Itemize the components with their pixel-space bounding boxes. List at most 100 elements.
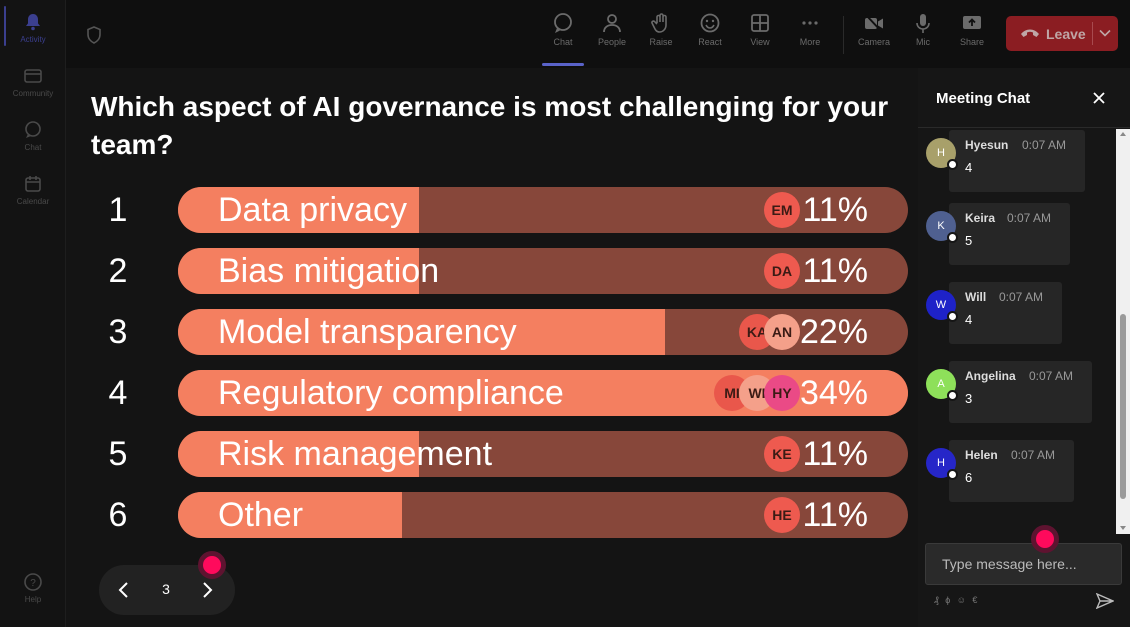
message-text: 4 <box>965 160 973 175</box>
help-icon: ? <box>24 573 42 591</box>
share-label: Share <box>959 37 985 47</box>
scroll-down-arrow-icon[interactable] <box>1120 526 1126 530</box>
more-button[interactable]: More <box>790 12 830 47</box>
chevron-right-icon[interactable] <box>197 580 217 600</box>
presence-dot <box>947 390 958 401</box>
page-number: 3 <box>162 581 170 597</box>
left-rail: Activity Community Chat Calendar ? Help <box>0 0 66 627</box>
rail-item-chat[interactable]: Chat <box>0 120 66 152</box>
option-bar-fill <box>178 492 403 538</box>
message-bubble: Will 0:07 AM 4 <box>949 282 1062 344</box>
message-text: 6 <box>965 470 973 485</box>
grid-icon <box>751 14 769 32</box>
chat-icon <box>25 121 41 138</box>
option-percent: 11% <box>802 496 868 534</box>
message-time: 0:07 AM <box>1007 211 1052 225</box>
mic-label: Mic <box>916 37 930 47</box>
option-number: 5 <box>108 435 128 473</box>
message-text: 3 <box>965 391 973 406</box>
option-percent: 11% <box>802 252 868 290</box>
pointer-cursor <box>198 551 226 579</box>
option-bar: Data privacy 11% EM <box>178 187 908 233</box>
message-bubble: Helen 0:07 AM 6 <box>949 440 1074 502</box>
chat-header: Meeting Chat <box>918 68 1130 128</box>
share-button[interactable]: Share <box>952 12 992 47</box>
option-label: Data privacy <box>218 191 407 229</box>
meeting-chat-panel: Meeting Chat Hyesun 0:07 AM 4 H Keira 0:07 AM… <box>918 68 1130 627</box>
view-button[interactable]: View <box>740 12 780 47</box>
voter-avatar: HE <box>764 497 800 533</box>
chevron-down-icon[interactable] <box>1099 28 1111 38</box>
more-icon <box>802 21 818 25</box>
react-button[interactable]: React <box>690 12 730 47</box>
option-bar: Risk management 11% KE <box>178 431 908 477</box>
chat-label: Chat <box>553 37 573 47</box>
camera-button[interactable]: Camera <box>854 12 894 47</box>
rail-item-activity[interactable]: Activity <box>0 6 66 46</box>
poll-option-row: 6 Other 11% HE <box>66 492 918 538</box>
shield-icon[interactable] <box>86 26 102 44</box>
raise-hand-button[interactable]: Raise <box>641 12 681 47</box>
send-icon[interactable] <box>1096 593 1114 609</box>
message-time: 0:07 AM <box>1029 369 1074 383</box>
rail-item-community[interactable]: Community <box>0 66 66 98</box>
close-icon[interactable] <box>1092 91 1106 105</box>
people-button[interactable]: People <box>592 12 632 47</box>
option-label: Model transparency <box>218 313 517 351</box>
presence-dot <box>947 232 958 243</box>
mic-icon <box>916 14 930 33</box>
option-percent: 11% <box>802 435 868 473</box>
mic-button[interactable]: Mic <box>903 12 943 47</box>
sender-name: Will <box>965 290 987 304</box>
camera-icon <box>865 14 883 33</box>
option-number: 3 <box>108 313 128 351</box>
hand-icon <box>651 13 667 33</box>
voter-avatar: DA <box>764 253 800 289</box>
option-bar-fill <box>178 248 419 294</box>
scroll-up-arrow-icon[interactable] <box>1120 132 1126 136</box>
calendar-icon <box>25 176 41 192</box>
pointer-cursor <box>1031 525 1059 553</box>
message-time: 0:07 AM <box>999 290 1044 304</box>
option-label: Bias mitigation <box>218 252 440 290</box>
chat-message-input[interactable] <box>925 543 1122 585</box>
message-time: 0:07 AM <box>1022 138 1067 152</box>
chevron-left-icon[interactable] <box>114 580 134 600</box>
presence-dot <box>947 159 958 170</box>
rail-item-help[interactable]: ? Help <box>0 572 66 604</box>
poll-option-row: 4 Regulatory compliance 34% MI WI HY <box>66 370 918 416</box>
poll-stage: Which aspect of AI governance is most ch… <box>66 68 918 627</box>
voter-avatar: EM <box>764 192 800 228</box>
toolbar-divider <box>843 16 844 54</box>
leave-label: Leave <box>1046 26 1086 42</box>
smile-icon <box>700 13 720 33</box>
sender-name: Keira <box>965 211 996 225</box>
community-icon <box>24 69 42 83</box>
svg-text:?: ? <box>30 578 36 589</box>
poll-question: Which aspect of AI governance is most ch… <box>91 91 889 160</box>
option-bar: Regulatory compliance 34% MI WI HY <box>178 370 908 416</box>
presence-dot <box>947 311 958 322</box>
option-label: Risk management <box>218 435 493 473</box>
chat-button[interactable]: Chat <box>542 12 584 66</box>
chat-scrollbar[interactable] <box>1116 129 1130 534</box>
poll-option-row: 5 Risk management 11% KE <box>66 431 918 477</box>
rail-label: Community <box>12 89 54 98</box>
option-percent: 22% <box>799 313 868 351</box>
option-bar-fill <box>178 431 419 477</box>
rail-item-calendar[interactable]: Calendar <box>0 174 66 206</box>
option-percent: 11% <box>802 191 868 229</box>
rail-label: Calendar <box>16 197 50 206</box>
bell-icon <box>26 14 40 31</box>
people-icon <box>603 14 621 33</box>
people-label: People <box>597 37 627 47</box>
leave-divider <box>1092 22 1093 45</box>
message-bubble: Hyesun 0:07 AM 4 <box>949 130 1085 192</box>
leave-button[interactable]: Leave <box>1006 16 1118 51</box>
formatting-icons[interactable]: ₰ ϕ ☺ € <box>934 595 980 605</box>
view-label: View <box>750 37 770 47</box>
rail-label: Chat <box>24 143 42 152</box>
chat-icon <box>554 13 572 33</box>
scroll-thumb[interactable] <box>1120 314 1126 499</box>
option-bar: Model transparency 22% KA AN <box>178 309 908 355</box>
